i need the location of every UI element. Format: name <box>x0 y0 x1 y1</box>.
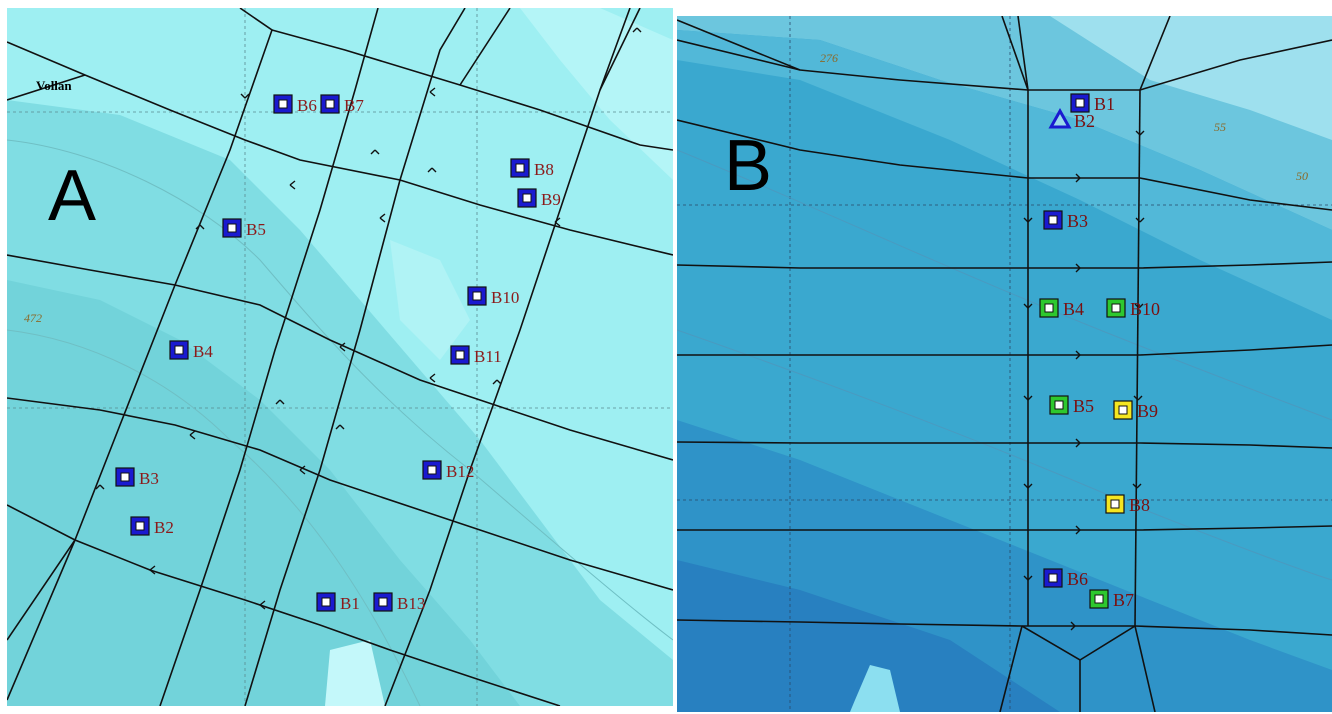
marker-label: B5 <box>1073 396 1094 416</box>
triangle-marker-icon <box>1048 107 1072 129</box>
monitoring-point-b3[interactable]: B3 <box>115 467 159 488</box>
terrain-zone <box>325 640 385 706</box>
monitoring-point-b8[interactable]: B8 <box>1105 494 1150 515</box>
marker-label: B7 <box>344 96 364 115</box>
marker-center <box>515 163 525 173</box>
terrain-zone <box>390 240 470 360</box>
marker-center <box>522 193 532 203</box>
contour-label: 276 <box>820 51 838 65</box>
marker-center <box>1048 573 1058 583</box>
monitoring-point-b1[interactable]: B1 <box>316 592 360 613</box>
monitoring-point-b5[interactable]: B5 <box>1049 395 1094 416</box>
panel-a: Vollan 472 A B1 B2 B3 B4 B5 B6 B7 B8 B9 B10 B11 B12… <box>7 8 673 706</box>
monitoring-point-b11[interactable]: B11 <box>450 345 502 366</box>
monitoring-point-b2[interactable]: B2 <box>130 516 174 537</box>
contour-lines <box>677 149 1332 581</box>
monitoring-point-b13[interactable]: B13 <box>373 592 425 613</box>
monitoring-point-b9[interactable]: B9 <box>517 188 561 209</box>
marker-label: B1 <box>340 594 360 613</box>
marker-label: B8 <box>1129 495 1150 515</box>
monitoring-point-b1[interactable]: B1 <box>1070 93 1115 114</box>
monitoring-point-b3[interactable]: B3 <box>1043 210 1088 231</box>
marker-center <box>135 521 145 531</box>
contour-lines <box>7 139 673 706</box>
terrain-zone <box>850 665 900 712</box>
marker-label: B3 <box>1067 211 1088 231</box>
terrain-zone <box>677 30 1332 320</box>
monitoring-point-b9[interactable]: B9 <box>1113 400 1158 421</box>
contour-label: 472 <box>24 311 42 325</box>
map-grid <box>677 16 1332 712</box>
marker-center <box>455 350 465 360</box>
marker-center <box>1111 303 1121 313</box>
marker-label: B6 <box>1067 569 1088 589</box>
monitoring-point-b12[interactable]: B12 <box>422 460 474 481</box>
marker-center <box>227 223 237 233</box>
monitoring-points-a: B1 B2 B3 B4 B5 B6 B7 B8 B9 B10 B11 B12 B13 <box>115 94 561 613</box>
contour-label: 50 <box>1296 169 1308 183</box>
flow-network <box>677 16 1332 712</box>
monitoring-point-b2[interactable]: B2 <box>1048 107 1095 131</box>
marker-label: B11 <box>474 347 502 366</box>
panel-divider <box>673 0 677 714</box>
marker-label: B10 <box>1130 299 1160 319</box>
monitoring-point-b7[interactable]: B7 <box>320 94 364 115</box>
marker-center <box>1110 499 1120 509</box>
marker-center <box>1094 594 1104 604</box>
monitoring-point-b4[interactable]: B4 <box>169 340 213 361</box>
marker-center <box>120 472 130 482</box>
panel-letter-b: B <box>724 126 772 206</box>
marker-center <box>325 99 335 109</box>
marker-center <box>427 465 437 475</box>
marker-label: B1 <box>1094 94 1115 114</box>
marker-label: B13 <box>397 594 425 613</box>
marker-center <box>1054 400 1064 410</box>
monitoring-point-b10[interactable]: B10 <box>467 286 519 307</box>
monitoring-point-b7[interactable]: B7 <box>1089 589 1134 610</box>
marker-label: B5 <box>246 220 266 239</box>
marker-center <box>1118 405 1128 415</box>
monitoring-point-b4[interactable]: B4 <box>1039 298 1084 319</box>
marker-center <box>1044 303 1054 313</box>
marker-label: B2 <box>1074 111 1095 131</box>
marker-label: B3 <box>139 469 159 488</box>
marker-center <box>378 597 388 607</box>
flow-arrows <box>95 27 642 610</box>
terrain-zone <box>677 560 1060 712</box>
monitoring-point-b8[interactable]: B8 <box>510 158 554 179</box>
marker-label: B10 <box>491 288 519 307</box>
monitoring-point-b6[interactable]: B6 <box>1043 568 1088 589</box>
monitoring-point-b10[interactable]: B10 <box>1106 298 1160 319</box>
place-label: Vollan <box>36 78 72 93</box>
marker-label: B4 <box>1063 299 1084 319</box>
marker-label: B9 <box>541 190 561 209</box>
marker-center <box>174 345 184 355</box>
marker-center <box>1048 215 1058 225</box>
marker-center <box>321 597 331 607</box>
flow-arrows <box>1023 130 1145 631</box>
monitoring-point-b5[interactable]: B5 <box>222 218 266 239</box>
marker-label: B12 <box>446 462 474 481</box>
terrain-zone <box>1050 16 1332 140</box>
map-grid <box>7 8 673 706</box>
marker-label: B2 <box>154 518 174 537</box>
marker-center <box>1075 98 1085 108</box>
marker-center <box>278 99 288 109</box>
panel-letter-a: A <box>48 156 96 236</box>
flow-network <box>7 8 673 706</box>
marker-label: B7 <box>1113 590 1134 610</box>
monitoring-point-b6[interactable]: B6 <box>273 94 317 115</box>
marker-label: B9 <box>1137 401 1158 421</box>
marker-label: B8 <box>534 160 554 179</box>
marker-label: B6 <box>297 96 317 115</box>
contour-label: 55 <box>1214 120 1226 134</box>
terrain-zone <box>520 8 673 180</box>
marker-center <box>472 291 482 301</box>
marker-label: B4 <box>193 342 213 361</box>
